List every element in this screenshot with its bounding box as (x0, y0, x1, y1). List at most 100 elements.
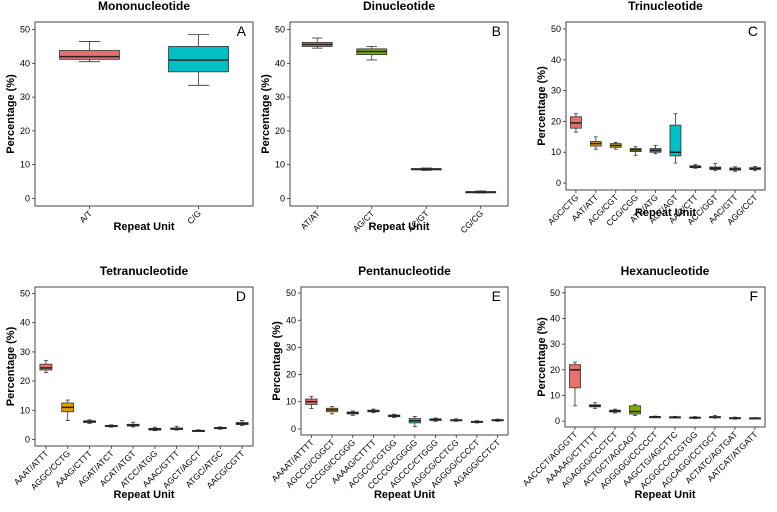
y-tick-label: 50 (551, 24, 561, 34)
box-agct-agct (192, 429, 205, 432)
box-aggggg-ccccct (649, 415, 661, 419)
panel-c: Trinucleotide C 0 10 20 30 40 50 Percentage (%) R… (536, 0, 766, 228)
panel-f: Hexanucleotide F 0 10 20 30 40 50 Percentage (%)… (521, 264, 766, 501)
panel-a: Mononucleotide A 0 10 20 30 40 50 Percentage (%)… (5, 0, 254, 233)
y-tick-label: 10 (275, 160, 285, 170)
y-tick-label: 40 (551, 55, 561, 65)
y-tick-label: 10 (20, 405, 30, 415)
box-aat-att (589, 136, 602, 150)
panel-title: Trinucleotide (628, 0, 703, 13)
y-tick-label: 50 (20, 25, 30, 35)
y-tick-label: 20 (20, 126, 30, 136)
y-tick-label: 20 (551, 116, 561, 126)
box-acgcc-cgtgg (388, 413, 401, 418)
x-axis-label: Repeat Unit (113, 221, 174, 233)
box-agagg-cctct (491, 418, 504, 422)
x-tick-label: CG/CG (458, 208, 485, 235)
box-acggcc-ccgtgg (689, 416, 701, 420)
y-tick-label: 20 (550, 365, 560, 375)
box-aaaat-atttt (305, 395, 318, 409)
box-aggc-cctg (61, 399, 75, 421)
panel-label: D (236, 288, 246, 304)
box-aatcat-atgatt (749, 417, 761, 420)
y-tick-label: 50 (550, 288, 560, 298)
box-aacg-cgtt (235, 420, 249, 426)
box-iqr (168, 46, 229, 73)
panel-label: A (237, 23, 247, 39)
box-ag-ct (356, 46, 388, 61)
y-axis-label: Percentage (%) (260, 74, 272, 154)
box-ccg-cgg (629, 146, 642, 156)
y-tick-label: 40 (275, 58, 285, 68)
box-agg-cct (749, 166, 761, 172)
y-axis-label: Percentage (%) (271, 321, 283, 401)
y-axis-label: Percentage (%) (5, 74, 17, 154)
y-tick-label: 50 (275, 25, 285, 35)
y-tick-label: 40 (20, 318, 30, 328)
y-tick-label: 20 (286, 370, 296, 380)
plot-frame (34, 21, 254, 207)
box-aaaaag-cttttt (589, 402, 601, 409)
y-tick-label: 40 (550, 313, 560, 323)
box-agat-atct (104, 424, 118, 428)
y-axis-label: Percentage (%) (5, 326, 17, 406)
box-iqr (59, 50, 120, 60)
panel-label: E (492, 288, 501, 304)
box-act-agt (669, 113, 682, 164)
plot-frame (289, 21, 509, 207)
box-agcagg-cctgct (709, 415, 721, 419)
box-atc-atg (649, 145, 662, 155)
box-agggg-cccct (470, 420, 484, 424)
panel-label: B (492, 23, 501, 39)
y-tick-label: 10 (551, 147, 561, 157)
box-aggcg-cctcg (450, 418, 463, 422)
box-acg-cgt (609, 141, 622, 150)
box-aag-ctt (689, 164, 702, 169)
y-tick-label: 30 (20, 347, 30, 357)
box-cg-cg (465, 190, 497, 194)
box-agccg-cggct (325, 406, 339, 415)
panel-title: Pentanucleotide (358, 264, 451, 278)
y-tick-label: 0 (291, 424, 296, 434)
box-iqr (669, 124, 682, 157)
y-tick-label: 0 (280, 193, 285, 203)
y-tick-label: 0 (556, 178, 561, 188)
box-atcc-atgg (148, 426, 162, 432)
box-acat-atgt (126, 421, 140, 428)
box-acc-ggt (709, 163, 722, 172)
y-tick-label: 10 (550, 391, 560, 401)
plot-frame (34, 286, 254, 447)
box-iqr (629, 405, 641, 415)
box-a-t (59, 41, 120, 63)
box-aaat-attt (39, 360, 53, 373)
x-axis-label: Repeat Unit (374, 489, 435, 501)
y-tick-label: 30 (275, 92, 285, 102)
box-agccc-ctggg (429, 417, 442, 422)
y-tick-label: 10 (286, 397, 296, 407)
y-tick-label: 40 (20, 58, 30, 68)
panel-e: Pentanucleotide E 0 10 20 30 40 50 Percentage (%… (270, 264, 509, 501)
y-tick-label: 30 (550, 339, 560, 349)
y-tick-label: 10 (20, 160, 30, 170)
box-c-g (168, 34, 229, 86)
box-agaggg-ccctct (609, 408, 621, 414)
x-axis-label: Repeat Unit (368, 221, 429, 233)
y-tick-label: 20 (275, 126, 285, 136)
panel-label: C (748, 23, 758, 39)
y-tick-label: 30 (551, 86, 561, 96)
box-aaccct-agggtt (569, 361, 581, 407)
y-tick-label: 20 (20, 376, 30, 386)
plot-frame (565, 21, 766, 191)
panel-b: Dinucleotide B 0 10 20 30 40 50 Percentage (%) Re… (260, 0, 509, 235)
box-aac-gtt (729, 166, 742, 172)
box-aaaag-ctttt (367, 408, 380, 413)
x-axis-label: Repeat Unit (635, 207, 696, 219)
box-at-at (301, 37, 333, 49)
panel-d: Tetranucleotide D 0 10 20 30 40 50 Percentage (%… (5, 264, 254, 501)
panel-label: F (749, 288, 758, 304)
panel-title: Hexanucleotide (621, 264, 710, 278)
y-tick-label: 40 (286, 315, 296, 325)
box-iqr (39, 363, 53, 371)
x-tick-label: C/G (185, 208, 203, 226)
